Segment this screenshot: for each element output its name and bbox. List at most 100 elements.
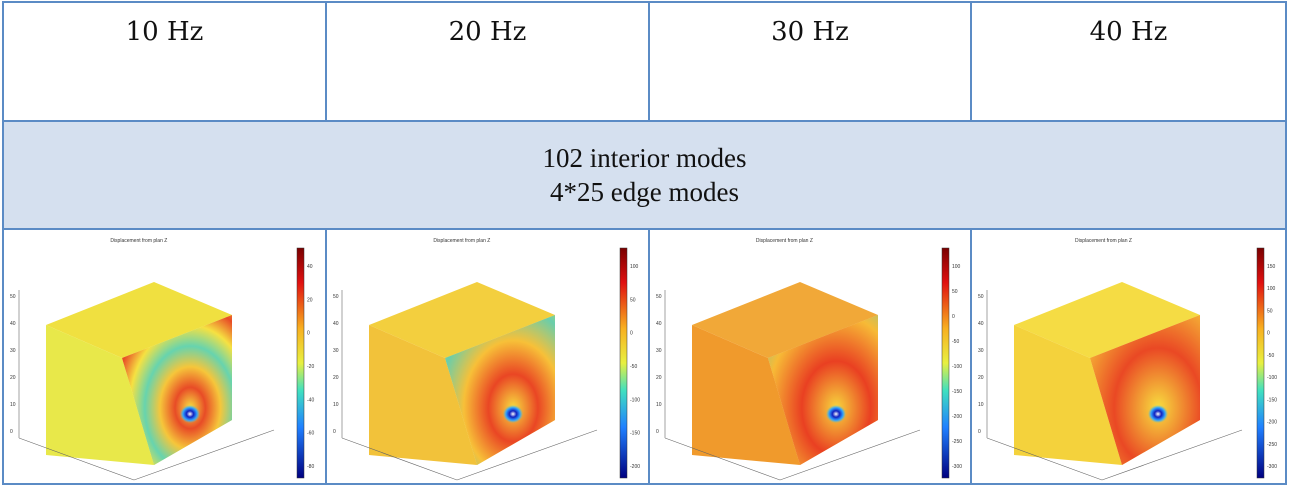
plots-row: Displacement from plan Z 50 40 30 20 10 0 40 20 0… <box>2 228 1287 485</box>
colorbar-tick-label: 40 <box>307 264 313 270</box>
freq-cell-10: 10 Hz <box>2 1 327 122</box>
colorbar-tick-label: -50 <box>1267 353 1274 359</box>
axis-tick-label: 30 <box>10 348 16 354</box>
colorbar <box>296 247 305 479</box>
x-axis <box>341 437 458 481</box>
axis-tick-label: 40 <box>656 321 662 327</box>
colorbar-tick-label: 0 <box>307 331 310 337</box>
axis-tick-label: 30 <box>656 348 662 354</box>
x-axis <box>986 437 1103 481</box>
colorbar-tick-label: 0 <box>952 314 955 320</box>
displacement-plot-20hz: Displacement from plan Z5040302010010050… <box>333 238 640 481</box>
axis-tick-label: 40 <box>333 321 339 327</box>
axis-tick-label: 50 <box>10 294 16 300</box>
edge-modes-text: 4*25 edge modes <box>550 177 739 207</box>
displacement-rings <box>1090 315 1200 465</box>
plot-title: Displacement from plan Z <box>1075 238 1132 244</box>
colorbar <box>619 247 628 479</box>
source-point <box>180 405 200 423</box>
cube-top-face <box>46 282 232 358</box>
plot-title: Displacement from plan Z <box>433 238 490 244</box>
colorbar-tick-label: 50 <box>630 297 636 303</box>
colorbar-tick-label: -250 <box>952 439 962 445</box>
colorbar-tick-label: -100 <box>952 364 962 370</box>
colorbar-tick-label: -200 <box>630 464 640 470</box>
colorbar-tick-label: 50 <box>952 289 958 295</box>
x-axis <box>18 437 135 481</box>
frequency-table: 10 Hz 20 Hz 30 Hz 40 Hz 102 interior mod… <box>2 1 1287 485</box>
frequency-label: 40 Hz <box>1089 17 1168 47</box>
axis-tick-label: 40 <box>978 321 984 327</box>
plot-cell-40: Displacement from plan Z 50 40 30 20 10 0 150 10… <box>970 228 1287 485</box>
frequency-label: 30 Hz <box>771 17 849 47</box>
y-axis <box>1101 429 1243 481</box>
colorbar-tick-label: -60 <box>307 431 314 437</box>
axis-tick-label: 50 <box>978 294 984 300</box>
axis-tick-label: 20 <box>333 375 339 381</box>
source-point <box>1148 405 1168 423</box>
frequency-label: 10 Hz <box>125 17 204 47</box>
axis-tick-label: 0 <box>656 429 659 435</box>
colorbar-tick-label: 50 <box>1267 308 1273 314</box>
axis-tick-label: 30 <box>333 348 339 354</box>
axis-tick-label: 20 <box>10 375 16 381</box>
colorbar-tick-label: 150 <box>1267 264 1276 270</box>
axis-tick-label: 50 <box>333 294 339 300</box>
frequency-label: 20 Hz <box>448 17 527 47</box>
axis-tick-label: 0 <box>10 429 13 435</box>
y-axis <box>133 429 275 481</box>
axis-tick-label: 20 <box>978 375 984 381</box>
axis-tick-label: 10 <box>10 402 16 408</box>
y-axis <box>456 429 598 481</box>
axis-tick-label: 50 <box>656 294 662 300</box>
cube-front-face <box>46 325 154 465</box>
colorbar-tick-label: -150 <box>952 389 962 395</box>
displacement-plot-30hz: Displacement from plan Z5040302010010050… <box>656 238 962 481</box>
cube-front-face <box>692 325 800 465</box>
displacement-rings <box>122 315 232 465</box>
colorbar-tick-label: -300 <box>952 464 962 470</box>
displacement-rings <box>445 315 555 465</box>
displacement-plot-10hz: Displacement from plan Z 50 40 30 20 10 0 40 20 0… <box>10 238 314 481</box>
freq-cell-40: 40 Hz <box>970 1 1287 122</box>
colorbar-tick-label: 20 <box>307 297 313 303</box>
frequency-header-row: 10 Hz 20 Hz 30 Hz 40 Hz <box>2 1 1287 122</box>
displacement-plot-40hz: Displacement from plan Z5040302010015010… <box>978 238 1277 481</box>
interior-modes-text: 102 interior modes <box>542 143 747 173</box>
colorbar-tick-label: -150 <box>630 431 640 437</box>
cube-top-face <box>369 282 555 358</box>
colorbar-tick-label: 0 <box>1267 331 1270 337</box>
plot-cell-10: Displacement from plan Z 50 40 30 20 10 0 40 20 0… <box>2 228 327 485</box>
colorbar-tick-label: -100 <box>1267 375 1277 381</box>
modes-row: 102 interior modes 4*25 edge modes <box>2 120 1287 230</box>
freq-cell-30: 30 Hz <box>648 1 972 122</box>
colorbar-tick-label: 0 <box>630 331 633 337</box>
colorbar-tick-label: -200 <box>952 414 962 420</box>
cube-top-face <box>1014 282 1200 358</box>
axis-tick-label: 0 <box>978 429 981 435</box>
axis-tick-label: 10 <box>978 402 984 408</box>
colorbar-tick-label: -80 <box>307 464 314 470</box>
colorbar-tick-label: -100 <box>630 397 640 403</box>
displacement-rings <box>768 315 878 465</box>
axis-tick-label: 40 <box>10 321 16 327</box>
colorbar-tick-label: -150 <box>1267 397 1277 403</box>
colorbar-tick-label: 100 <box>952 264 961 270</box>
cube-front-face <box>1014 325 1122 465</box>
colorbar-tick-label: -20 <box>307 364 314 370</box>
colorbar-tick-label: 100 <box>1267 286 1276 292</box>
x-axis <box>664 437 781 481</box>
axis-tick-label: 30 <box>978 348 984 354</box>
cube-front-face <box>369 325 477 465</box>
plot-title: Displacement from plan Z <box>110 238 167 244</box>
colorbar <box>1256 247 1265 479</box>
colorbar-tick-label: -200 <box>1267 420 1277 426</box>
modes-cell: 102 interior modes 4*25 edge modes <box>2 120 1287 230</box>
colorbar-tick-label: -50 <box>952 339 959 345</box>
plot-title: Displacement from plan Z <box>756 238 813 244</box>
source-point <box>503 405 523 423</box>
colorbar-tick-label: -40 <box>307 397 314 403</box>
axis-tick-label: 20 <box>656 375 662 381</box>
colorbar-tick-label: -50 <box>630 364 637 370</box>
colorbar-tick-label: 100 <box>630 264 639 270</box>
